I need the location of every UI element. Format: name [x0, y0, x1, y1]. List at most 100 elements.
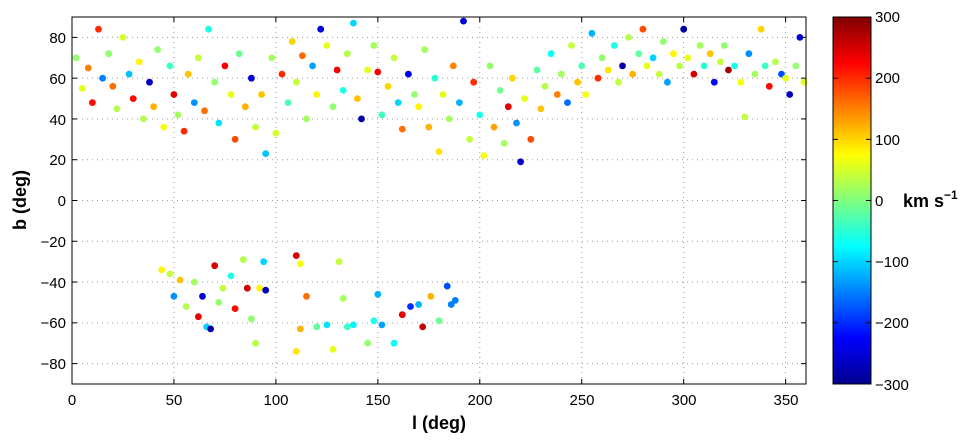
y-axis-label: b (deg): [10, 170, 30, 230]
data-point: [557, 70, 565, 78]
data-point: [466, 135, 473, 143]
data-point: [129, 95, 137, 102]
data-point: [333, 66, 341, 74]
y-tick-label: 20: [49, 152, 66, 169]
data-point: [439, 91, 447, 98]
data-point: [158, 266, 166, 274]
data-point: [370, 42, 378, 49]
data-point: [182, 303, 190, 310]
data-point: [150, 103, 158, 111]
colorbar-tick-label: 100: [875, 132, 900, 149]
data-point: [140, 115, 147, 123]
data-point: [215, 299, 223, 306]
data-point: [745, 50, 753, 58]
data-point: [415, 301, 422, 308]
data-point: [272, 129, 280, 137]
colorbar: 300 200 100 0 −100 −200 −300 km s−1: [832, 9, 958, 394]
data-point: [78, 85, 86, 92]
data-point: [588, 29, 596, 37]
data-point: [731, 62, 738, 70]
y-tick-labels: 80 60 40 20 0 −20 −40 −60 −80: [41, 30, 66, 373]
data-point: [72, 54, 80, 62]
data-point: [737, 78, 745, 86]
data-point: [317, 25, 325, 33]
data-point: [358, 115, 365, 123]
data-point: [378, 321, 386, 329]
colorbar-tick-label: 0: [875, 193, 883, 210]
data-point: [84, 64, 92, 72]
data-point: [725, 66, 732, 74]
data-point: [594, 74, 602, 82]
data-point: [490, 123, 498, 131]
data-point: [568, 42, 575, 49]
data-point: [227, 91, 235, 98]
x-tick-label: 250: [569, 392, 594, 409]
x-axis-label: l (deg): [412, 413, 466, 433]
data-point: [113, 105, 121, 113]
colorbar-label-unit: km s: [903, 191, 944, 211]
data-point: [761, 62, 769, 70]
data-point: [195, 54, 202, 62]
data-point: [378, 111, 386, 119]
data-point: [721, 42, 728, 49]
data-point: [664, 78, 671, 86]
data-point: [262, 150, 270, 158]
x-tick-label: 150: [365, 392, 390, 409]
data-point: [248, 315, 255, 323]
data-point: [95, 25, 102, 33]
data-point: [643, 62, 651, 70]
grid-lines: [72, 17, 806, 384]
data-point: [303, 292, 310, 300]
y-tick-label: −40: [41, 275, 66, 292]
data-point: [299, 52, 306, 60]
data-point: [248, 74, 255, 82]
data-point: [578, 62, 586, 70]
data-point: [786, 91, 794, 98]
data-point: [350, 321, 357, 329]
data-point: [339, 87, 347, 94]
data-point: [239, 256, 247, 263]
data-point: [470, 78, 478, 86]
data-point: [445, 115, 453, 123]
x-tick-label: 50: [166, 392, 183, 409]
data-point: [154, 46, 162, 53]
data-point: [533, 66, 541, 74]
plot-area: [71, 16, 808, 385]
data-point: [625, 34, 632, 41]
data-point: [374, 68, 382, 76]
data-point: [364, 66, 371, 74]
data-point: [610, 42, 618, 49]
data-points: [72, 17, 808, 355]
data-point: [278, 70, 286, 78]
data-point: [405, 70, 412, 78]
data-point: [166, 62, 174, 70]
data-point: [105, 50, 113, 58]
data-point: [390, 339, 398, 347]
data-point: [670, 50, 677, 58]
colorbar-label-exponent: −1: [944, 188, 958, 202]
colorbar-tick-label: −200: [875, 315, 909, 332]
data-point: [486, 62, 494, 70]
data-point: [509, 74, 516, 82]
y-tick-label: 60: [49, 71, 66, 88]
data-point: [619, 62, 626, 70]
data-point: [504, 103, 512, 111]
data-point: [323, 42, 331, 49]
data-point: [243, 284, 251, 292]
data-point: [99, 74, 106, 82]
data-point: [374, 290, 382, 298]
data-point: [480, 152, 488, 160]
data-point: [639, 25, 647, 33]
data-point: [635, 50, 643, 58]
data-point: [772, 58, 779, 66]
data-point: [476, 111, 484, 119]
data-point: [690, 70, 698, 78]
data-point: [174, 111, 182, 119]
data-point: [427, 292, 435, 300]
data-point: [211, 78, 219, 86]
data-point: [180, 127, 188, 135]
x-tick-labels: 0 50 100 150 200 250 300 350: [68, 392, 799, 409]
data-point: [205, 25, 213, 33]
data-point: [350, 19, 357, 27]
